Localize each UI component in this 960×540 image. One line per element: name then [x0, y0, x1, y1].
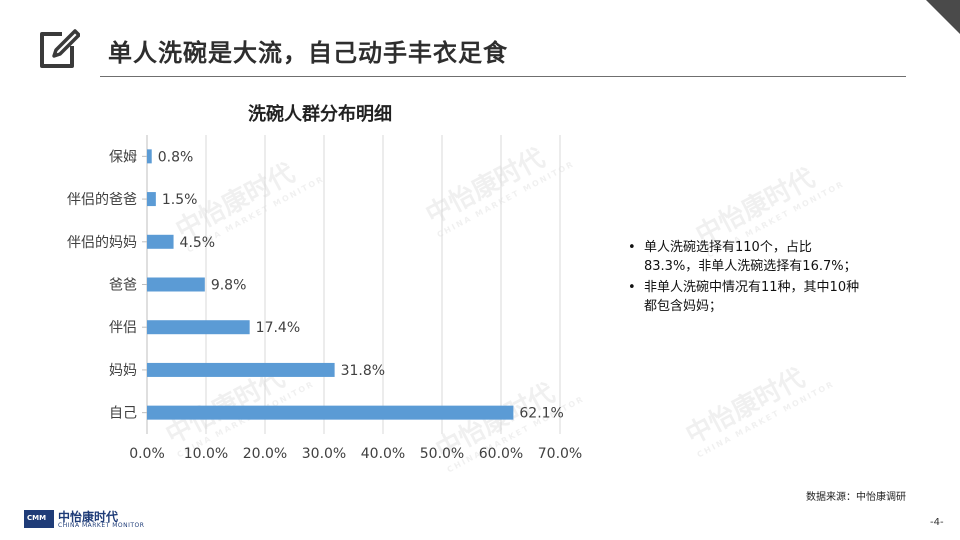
data-label: 1.5%	[162, 192, 198, 208]
category-label: 自己	[109, 406, 137, 422]
edit-pencil-icon	[40, 29, 80, 68]
bar	[147, 362, 335, 377]
bar	[147, 192, 156, 207]
logo-tagline: CHINA MARKET MONITOR	[58, 522, 145, 529]
bar	[147, 405, 514, 420]
notes-list: 单人洗碗选择有110个，占比83.3%，非单人洗碗选择有16.7%； 非单人洗碗…	[626, 238, 866, 318]
logo-mark: CMM	[24, 510, 54, 528]
page-title: 单人洗碗是大流，自己动手丰衣足食	[108, 39, 508, 67]
data-label: 31.8%	[341, 363, 385, 379]
data-source: 数据来源：中怡康调研	[806, 492, 906, 503]
category-label: 爸爸	[109, 278, 137, 294]
note-item: 非单人洗碗中情况有11种，其中10种都包含妈妈；	[626, 278, 866, 316]
bar	[147, 234, 174, 249]
x-tick-label: 10.0%	[184, 446, 228, 462]
page-number: -4-	[930, 517, 944, 528]
bar	[147, 149, 152, 164]
x-tick-label: 20.0%	[243, 446, 287, 462]
company-logo: CMM 中怡康时代 CHINA MARKET MONITOR	[24, 508, 164, 532]
x-tick-label: 50.0%	[420, 446, 464, 462]
chart-title: 洗碗人群分布明细	[248, 103, 392, 125]
data-label: 4.5%	[180, 235, 216, 251]
category-label: 妈妈	[109, 363, 137, 379]
category-label: 伴侣的妈妈	[67, 235, 137, 251]
x-tick-label: 40.0%	[361, 446, 405, 462]
x-tick-label: 30.0%	[302, 446, 346, 462]
data-label: 0.8%	[158, 149, 194, 165]
title-divider	[100, 76, 906, 77]
data-label: 9.8%	[211, 278, 247, 294]
data-label: 62.1%	[519, 406, 563, 422]
note-item: 单人洗碗选择有110个，占比83.3%，非单人洗碗选择有16.7%；	[626, 238, 866, 276]
bar	[147, 277, 205, 292]
bar	[147, 320, 250, 335]
x-tick-label: 70.0%	[538, 446, 582, 462]
logo-name: 中怡康时代	[58, 510, 119, 524]
category-label: 保姆	[109, 149, 137, 165]
corner-decoration	[926, 0, 960, 34]
category-label: 伴侣	[109, 320, 137, 336]
x-tick-label: 0.0%	[129, 446, 165, 462]
category-label: 伴侣的爸爸	[67, 192, 137, 208]
x-tick-label: 60.0%	[479, 446, 523, 462]
data-label: 17.4%	[256, 320, 300, 336]
